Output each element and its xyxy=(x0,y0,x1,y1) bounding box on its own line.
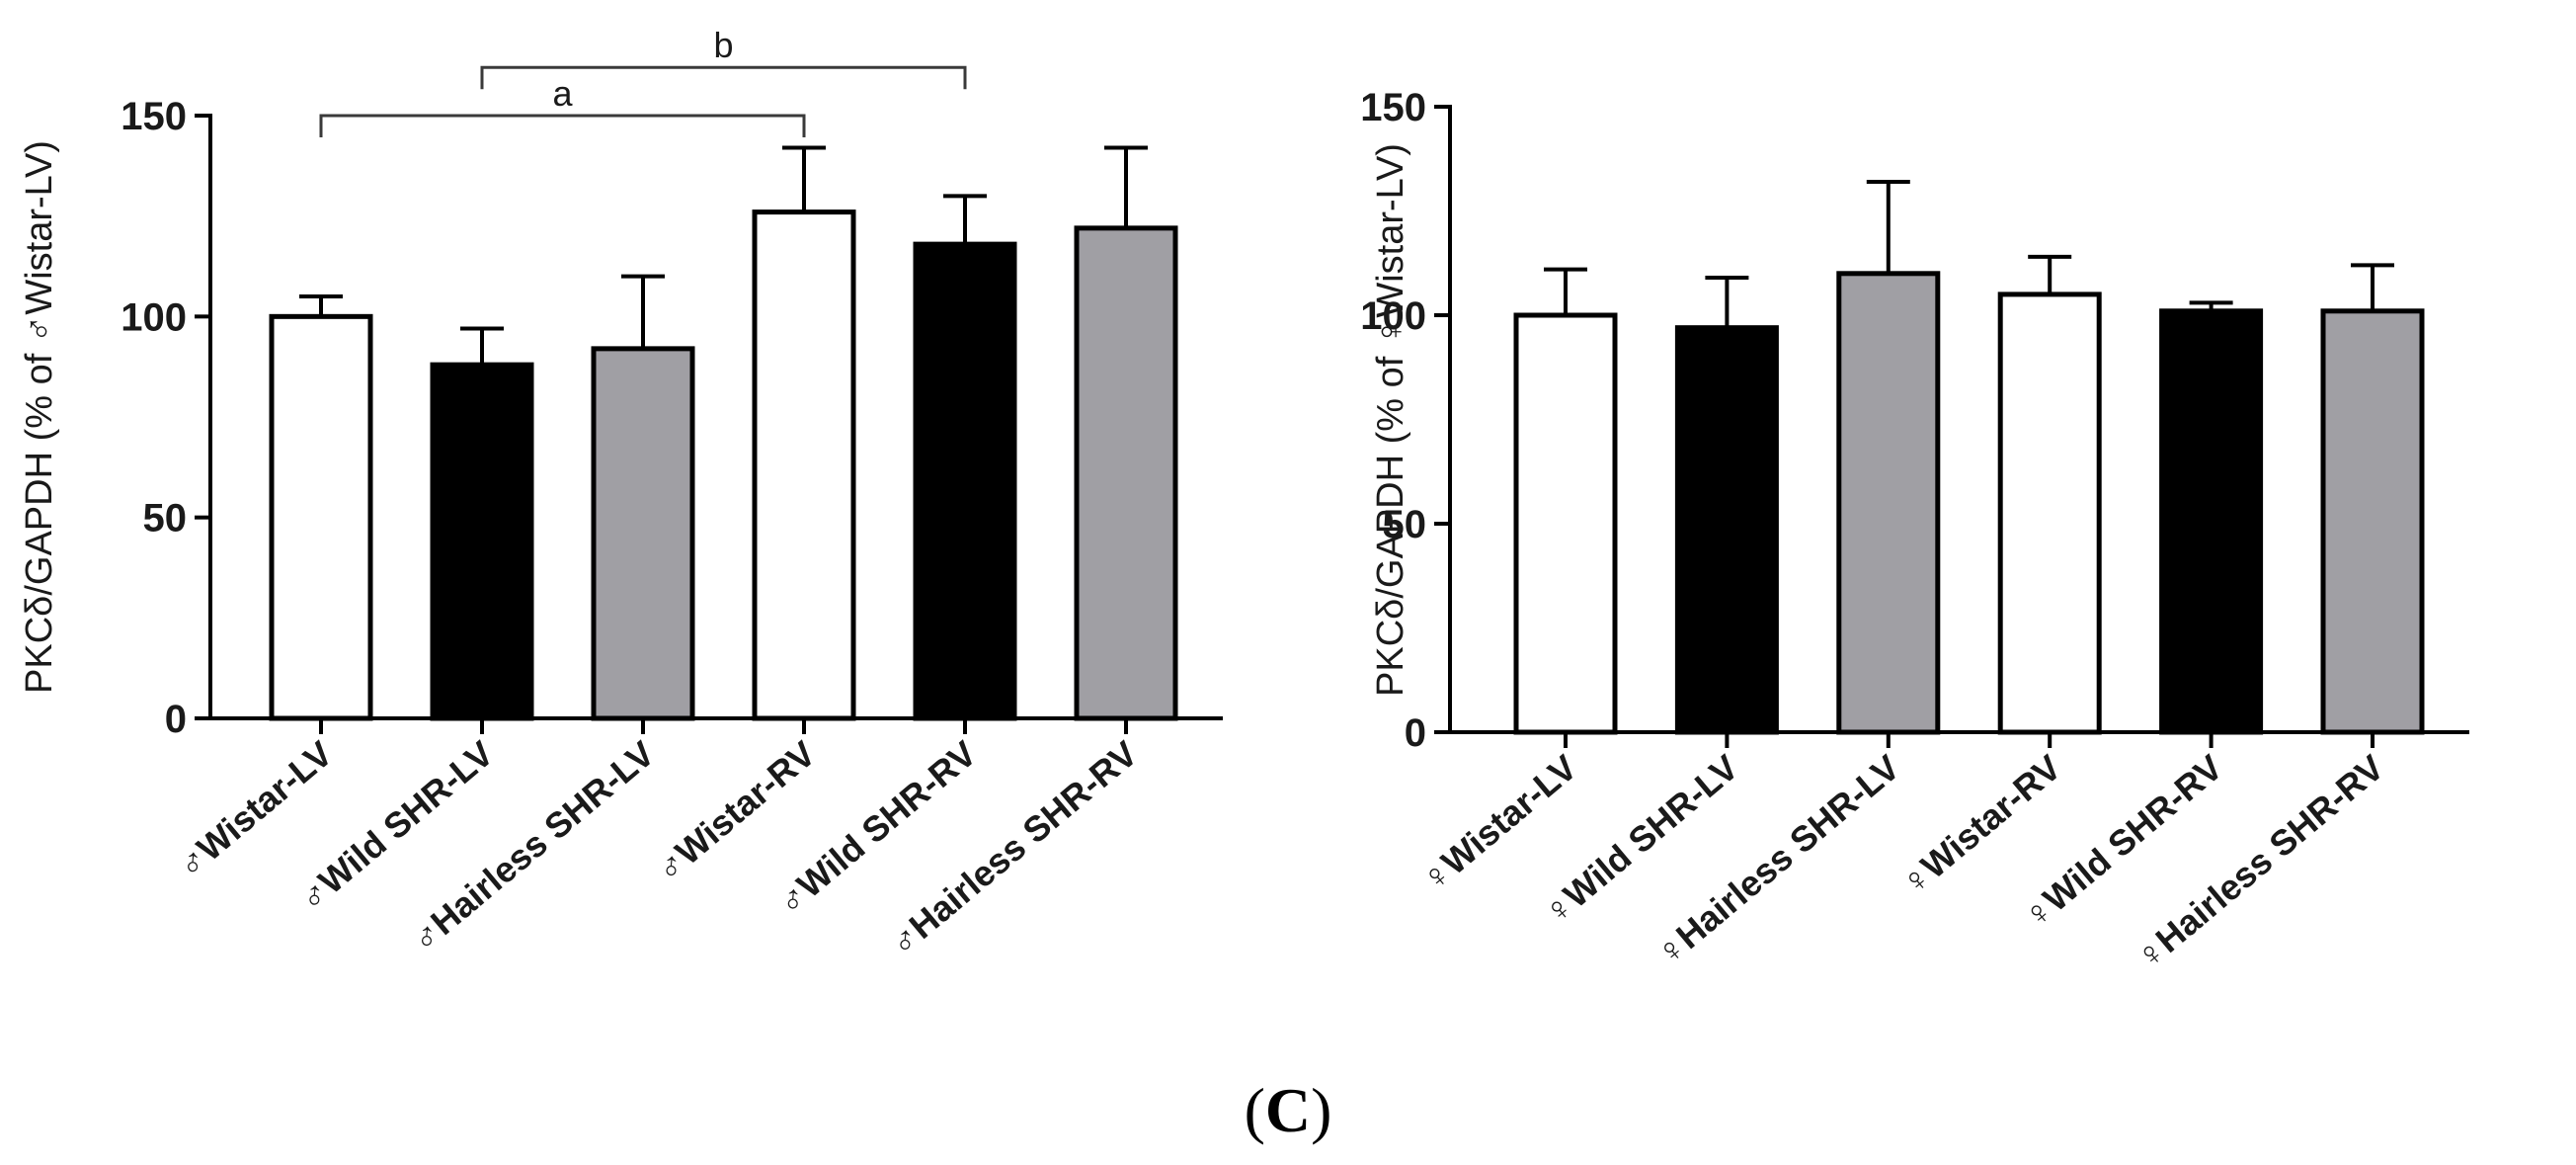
y-axis-label: PKCδ/GAPDH (% of ♂Wistar-LV) xyxy=(19,140,60,694)
y-tick-label: 150 xyxy=(1360,86,1426,129)
x-tick-label: ♀Wistar-RV xyxy=(1892,747,2068,904)
bar xyxy=(1513,312,1618,735)
y-tick-label: 0 xyxy=(165,698,187,741)
chart-male: 0 50 100 150 PKCδ/GAPDH (% of ♂Wistar-LV) ♂Wi… xyxy=(19,25,1223,963)
bar xyxy=(2320,308,2425,735)
bar xyxy=(269,313,373,721)
bar xyxy=(1074,225,1178,721)
bar xyxy=(591,346,695,721)
bar xyxy=(430,362,534,721)
x-tick-label: ♀Wistar-LV xyxy=(1413,747,1584,900)
x-tick-label: ♂Wistar-LV xyxy=(169,733,340,886)
significance-label: b xyxy=(713,25,733,65)
y-tick-label: 50 xyxy=(143,497,188,541)
y-tick-label: 100 xyxy=(1360,294,1426,338)
y-axis-label: PKCδ/GAPDH (% of ♀Wistar-LV) xyxy=(1370,143,1411,697)
panel-label: (C) xyxy=(1245,1075,1332,1145)
x-tick-label: ♂Wistar-RV xyxy=(647,733,823,890)
chart-female: 0 50 100 150 PKCδ/GAPDH (% of ♀Wistar-LV) ♀Wi… xyxy=(1360,86,2469,977)
y-tick-label: 0 xyxy=(1405,711,1426,755)
bar xyxy=(2159,308,2264,735)
significance-label: a xyxy=(552,73,573,114)
y-tick-label: 150 xyxy=(121,95,187,138)
bar xyxy=(1836,271,1941,735)
significance-bracket xyxy=(319,114,806,137)
bar xyxy=(1997,291,2102,735)
bar xyxy=(913,241,1017,721)
bar xyxy=(752,209,856,721)
y-tick-label: 50 xyxy=(1383,503,1427,546)
significance-bracket xyxy=(480,65,967,90)
y-tick-label: 100 xyxy=(121,295,187,339)
bar xyxy=(1674,325,1779,735)
